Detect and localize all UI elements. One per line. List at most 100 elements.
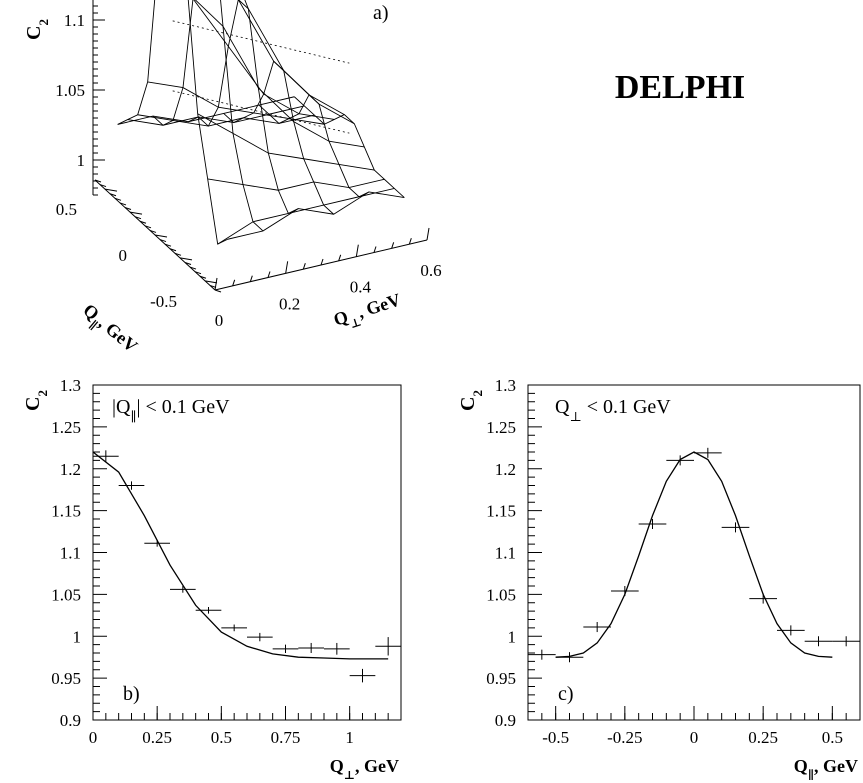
q-perp-tick-label: 0.4 bbox=[350, 278, 372, 297]
y-tick-label: 1.2 bbox=[495, 460, 516, 479]
hidden-contour bbox=[172, 90, 350, 134]
q-perp-tick bbox=[338, 254, 342, 261]
q-par-tick-label: 0 bbox=[119, 246, 128, 265]
q-par-tick bbox=[109, 193, 117, 197]
q-perp-tick-label: 0 bbox=[215, 311, 224, 330]
data-point bbox=[832, 636, 860, 647]
mesh-line-par bbox=[188, 0, 299, 215]
z-tick-label: 1.05 bbox=[55, 81, 85, 100]
y-axis-title-main: C bbox=[457, 397, 479, 411]
y-tick-label: 1 bbox=[508, 627, 517, 646]
mesh-line-perp bbox=[207, 178, 385, 191]
q-par-tick bbox=[179, 257, 193, 261]
mesh-line-perp bbox=[117, 96, 295, 125]
data-point bbox=[666, 455, 694, 466]
mesh-line-par bbox=[117, 0, 228, 245]
mesh-line-perp bbox=[193, 0, 335, 120]
y-tick-label: 1.25 bbox=[486, 418, 516, 437]
chart-panel-b: 0.9 0.95 1 1.05 1.1 1.15 1.2 1.25 1.3 0 0.25 0.5 0.7… bbox=[22, 376, 402, 782]
surface-mesh bbox=[117, 0, 405, 245]
x-tick-label: 0 bbox=[89, 728, 98, 747]
q-par-tick bbox=[189, 266, 197, 270]
panel-a-label: a) bbox=[373, 2, 389, 24]
q-par-tick bbox=[174, 252, 182, 256]
data-point bbox=[583, 622, 611, 633]
q-par-tick bbox=[144, 225, 152, 229]
q-perp-tick bbox=[302, 263, 306, 270]
panel-letter: c) bbox=[558, 683, 574, 705]
cut-annotation: Q⊥ < 0.1 GeV bbox=[555, 396, 671, 424]
x-tick-label: 0.5 bbox=[822, 728, 843, 747]
data-point bbox=[749, 593, 777, 604]
x-axis-title-main: Q bbox=[794, 756, 808, 776]
q-par-tick bbox=[104, 188, 118, 192]
q-perp-tick bbox=[214, 277, 218, 291]
y-tick-label: 1 bbox=[73, 627, 82, 646]
data-point bbox=[118, 481, 145, 490]
data-point bbox=[349, 668, 376, 683]
x-axis-title-sub: ⊥ bbox=[344, 769, 355, 782]
x-axis-title: Q∥, GeV bbox=[794, 756, 858, 782]
z-axis-title-main: C bbox=[23, 26, 45, 40]
fit-curve bbox=[555, 451, 833, 658]
cut-annotation-rest: | < 0.1 GeV bbox=[136, 396, 230, 418]
q-par-tick bbox=[199, 275, 207, 279]
mesh-line-perp bbox=[238, 0, 345, 115]
y-tick-label: 1.25 bbox=[51, 418, 81, 437]
y-tick-label: 1.1 bbox=[495, 544, 516, 563]
y-tick-label: 1.15 bbox=[51, 502, 81, 521]
cut-annotation-main: |Q bbox=[112, 396, 131, 418]
mesh-line-par bbox=[294, 96, 405, 198]
y-tick-label: 0.95 bbox=[486, 669, 516, 688]
q-par-tick bbox=[134, 216, 142, 220]
x-axis-title-rest: , GeV bbox=[355, 756, 399, 776]
y-tick-label: 1.15 bbox=[486, 502, 516, 521]
q-perp-axis-title-main: Q bbox=[331, 306, 351, 329]
q-par-tick-label: 0.5 bbox=[56, 200, 77, 219]
y-tick-label: 1.05 bbox=[51, 585, 81, 604]
x-axis-title-rest: , GeV bbox=[814, 756, 858, 776]
q-par-tick bbox=[149, 229, 157, 233]
data-point bbox=[777, 625, 805, 636]
mesh-line-perp bbox=[227, 191, 405, 240]
y-tick-label: 0.95 bbox=[51, 669, 81, 688]
q-perp-tick bbox=[285, 261, 289, 274]
surface-plot-panel-a: a) 1.21.151.11.051C200.20.40.60.50-0.5Q⊥… bbox=[23, 0, 442, 357]
y-tick-label: 1.3 bbox=[60, 376, 81, 395]
y-tick-label: 0.9 bbox=[60, 711, 81, 730]
x-tick-label: -0.5 bbox=[542, 728, 569, 747]
data-point bbox=[528, 649, 556, 660]
y-axis-title: C2 bbox=[22, 390, 50, 411]
q-par-tick bbox=[194, 271, 202, 275]
y-axis-title-sub: 2 bbox=[470, 390, 485, 397]
mesh-line-par bbox=[258, 94, 370, 198]
y-tick-label: 0.9 bbox=[495, 711, 516, 730]
x-axis-title-sub: ∥ bbox=[808, 769, 814, 782]
cut-annotation-rest: < 0.1 GeV bbox=[582, 396, 672, 418]
q-perp-tick bbox=[320, 258, 324, 266]
q-par-tick bbox=[214, 289, 222, 293]
q-par-tick bbox=[129, 211, 143, 215]
mesh-line-perp bbox=[127, 105, 305, 126]
data-point bbox=[221, 624, 247, 632]
data-point bbox=[298, 642, 324, 653]
q-par-tick bbox=[99, 184, 107, 188]
data-point bbox=[804, 636, 833, 647]
data-point bbox=[170, 586, 196, 593]
q-par-tick bbox=[119, 202, 127, 206]
experiment-label: DELPHI bbox=[615, 69, 745, 106]
y-tick-label: 1.05 bbox=[486, 585, 516, 604]
q-par-tick bbox=[154, 234, 168, 238]
x-tick-label: -0.25 bbox=[607, 728, 642, 747]
data-point bbox=[555, 652, 584, 663]
x-tick-label: 0.25 bbox=[142, 728, 172, 747]
x-tick-label: 0.75 bbox=[271, 728, 301, 747]
y-tick-label: 1.2 bbox=[60, 460, 81, 479]
data-point bbox=[324, 642, 350, 655]
y-axis-title-sub: 2 bbox=[35, 390, 50, 397]
q-perp-tick-label: 0.2 bbox=[279, 294, 300, 313]
x-tick-label: 0.25 bbox=[748, 728, 778, 747]
q-par-axis-title-rest: , GeV bbox=[95, 313, 142, 357]
data-point bbox=[375, 637, 401, 656]
